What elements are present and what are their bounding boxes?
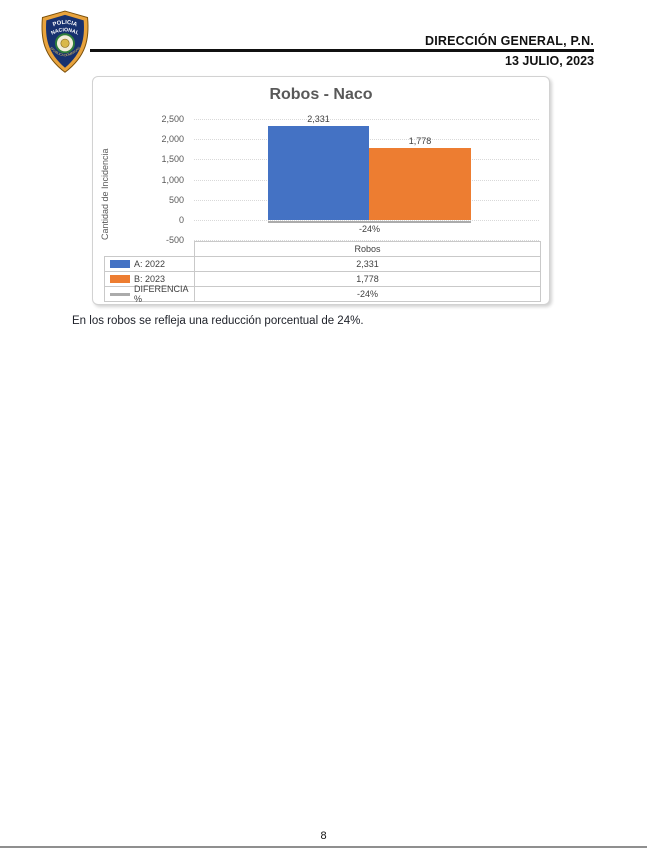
summary-paragraph: En los robos se refleja una reducción po… [72, 315, 364, 327]
table-value-2022: 2,331 [194, 256, 541, 272]
data-table-legend-column: A: 2022 B: 2023 DIFERENCIA % [104, 256, 195, 304]
svg-text:POLICIA: POLICIA [52, 20, 78, 29]
y-tick: 500 [168, 195, 184, 205]
legend-row-diferencia: DIFERENCIA % [104, 284, 195, 304]
svg-text:NACIONAL: NACIONAL [50, 27, 79, 36]
page-number: 8 [320, 830, 327, 842]
y-tick: -500 [165, 235, 184, 245]
bar-2023: 1,778 [369, 136, 471, 220]
legend-swatch-2022 [110, 260, 130, 268]
badge-text-nacional: NACIONAL [50, 27, 79, 36]
data-table-category-header: Robos [194, 241, 541, 257]
y-tick: 0 [178, 215, 184, 225]
chart-title: Robos - Naco [269, 86, 373, 103]
data-table-value-column: 2,331 1,778 -24% [194, 256, 541, 302]
bar-2022-value-label: 2,331 [307, 113, 330, 124]
y-tick: 2,500 [161, 114, 184, 124]
gridline [194, 220, 539, 221]
y-tick: 1,500 [161, 154, 184, 164]
footer-rule [0, 846, 647, 848]
plot-area: 2,331 1,778 -24% [194, 114, 539, 241]
bar-2023-value-label: 1,778 [408, 136, 432, 147]
robos-naco-chart: Robos - Naco Cantidad de Incidencia 2,50… [92, 76, 550, 305]
gridline [194, 119, 539, 120]
bar-2022: 2,331 [268, 114, 369, 220]
table-value-diferencia: -24% [194, 286, 541, 302]
policia-nacional-badge-logo: POLICIA NACIONAL REPUBLICA DOMINICANA [36, 9, 89, 73]
gridline [194, 240, 539, 241]
header-date: 13 JULIO, 2023 [505, 54, 594, 68]
legend-label-2022: A: 2022 [134, 259, 166, 269]
legend-label-diferencia: DIFERENCIA % [134, 284, 189, 304]
y-axis-title: Cantidad de Incidencia [100, 148, 110, 240]
legend-row-2022: A: 2022 [104, 256, 195, 272]
legend-label-2023: B: 2023 [134, 274, 166, 284]
badge-text-policia: POLICIA [52, 20, 78, 29]
difference-line [268, 220, 471, 223]
difference-value-label: -24% [358, 224, 380, 234]
header-divider-line [90, 49, 594, 52]
y-tick: 1,000 [161, 175, 184, 185]
y-tick: 2,000 [161, 134, 184, 144]
header-organization: DIRECCIÓN GENERAL, P.N. [425, 34, 594, 48]
table-value-2023: 1,778 [194, 271, 541, 287]
legend-swatch-diferencia [110, 292, 130, 296]
legend-swatch-2023 [110, 275, 130, 283]
